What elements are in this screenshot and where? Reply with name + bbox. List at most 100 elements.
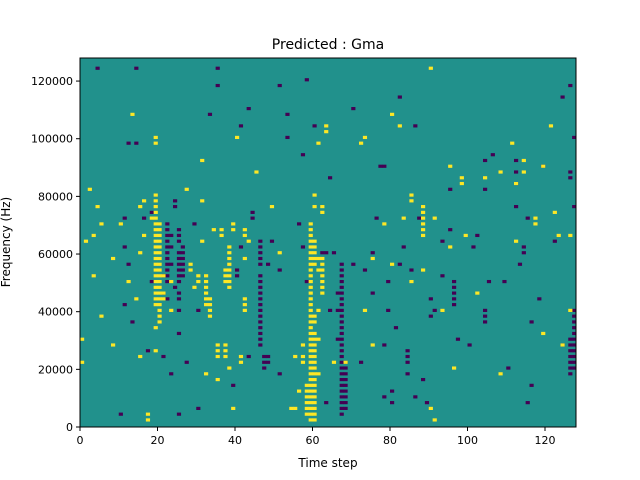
heatmap-cell-low xyxy=(207,112,213,116)
heatmap-cell-high xyxy=(207,297,213,301)
heatmap-cell-low xyxy=(397,95,402,99)
heatmap-cell-low xyxy=(277,268,282,272)
heatmap-cell-high xyxy=(308,279,313,284)
heatmap-cell-low xyxy=(370,291,375,295)
heatmap-cell-low xyxy=(118,412,123,416)
heatmap-cell-high xyxy=(196,274,201,278)
heatmap-cell-high xyxy=(238,354,244,359)
heatmap-cell-high xyxy=(153,210,158,214)
heatmap-cell-low xyxy=(572,308,577,312)
heatmap-cell-low xyxy=(320,251,325,255)
heatmap-cell-high xyxy=(308,291,313,295)
heatmap-cell-high xyxy=(157,256,162,261)
heatmap-cell-high xyxy=(320,262,325,266)
heatmap-cell-high xyxy=(308,343,313,347)
heatmap-cell-high xyxy=(153,216,158,220)
heatmap-cell-high xyxy=(308,320,313,324)
heatmap-cell-low xyxy=(196,406,201,410)
heatmap-cell-high xyxy=(324,124,329,128)
heatmap-cell-high xyxy=(207,314,213,318)
heatmap-cell-high xyxy=(204,297,209,301)
heatmap-cell-low xyxy=(215,83,220,88)
heatmap-cell-high xyxy=(142,233,147,238)
heatmap-cell-low xyxy=(335,337,340,341)
heatmap-cell-high xyxy=(308,331,313,336)
heatmap-cell-high xyxy=(370,343,375,347)
heatmap-cell-low xyxy=(149,279,154,284)
heatmap-cell-low xyxy=(483,320,488,324)
heatmap-cell-low xyxy=(514,170,519,174)
heatmap-cell-low xyxy=(343,389,348,393)
heatmap-cell-high xyxy=(204,303,209,307)
heatmap-cell-low xyxy=(145,349,151,353)
heatmap-cell-high xyxy=(200,239,205,243)
heatmap-cell-high xyxy=(204,372,209,376)
heatmap-cell-low xyxy=(502,279,507,284)
heatmap-cell-low xyxy=(180,274,185,278)
heatmap-cell-low xyxy=(517,262,523,266)
heatmap-cell-low xyxy=(568,349,573,353)
heatmap-cell-low xyxy=(165,274,170,278)
heatmap-cell-high xyxy=(231,406,236,410)
heatmap-cell-low xyxy=(529,383,534,387)
heatmap-cell-high xyxy=(153,205,158,209)
heatmap-cell-high xyxy=(552,210,557,214)
heatmap-cell-low xyxy=(343,383,348,387)
heatmap-cell-low xyxy=(424,401,430,405)
heatmap-cell-low xyxy=(339,337,344,341)
heatmap-cell-low xyxy=(490,153,495,157)
heatmap-cell-low xyxy=(339,279,344,284)
heatmap-cell-low xyxy=(258,279,263,284)
heatmap-cell-low xyxy=(525,216,530,220)
heatmap-cell-low xyxy=(339,285,344,289)
heatmap-cell-high xyxy=(312,205,317,209)
heatmap-cell-low xyxy=(374,216,379,220)
heatmap-cell-high xyxy=(432,418,437,422)
heatmap-cell-high xyxy=(153,268,158,272)
heatmap-cell-high xyxy=(312,245,317,249)
heatmap-cell-high xyxy=(161,291,166,295)
heatmap-cell-high xyxy=(316,141,321,145)
heatmap-cell-low xyxy=(351,107,356,111)
heatmap-cell-low xyxy=(568,176,573,180)
heatmap-cell-low xyxy=(572,314,577,318)
heatmap-cell-high xyxy=(304,401,309,405)
heatmap-cell-high xyxy=(111,256,116,261)
heatmap-cell-low xyxy=(339,372,344,376)
heatmap-cell-high xyxy=(227,256,232,261)
heatmap-cell-low xyxy=(262,360,267,364)
heatmap-cell-high xyxy=(312,383,317,387)
heatmap-cell-high xyxy=(316,256,321,261)
heatmap-cell-low xyxy=(165,256,170,261)
heatmap-cell-high xyxy=(320,274,325,278)
heatmap-cell-low xyxy=(339,377,344,382)
y-tick-label: 40000 xyxy=(38,306,73,319)
heatmap-cell-low xyxy=(258,274,263,278)
heatmap-cell-low xyxy=(568,366,573,370)
heatmap-cell-high xyxy=(138,205,143,209)
heatmap-cell-low xyxy=(161,354,166,359)
heatmap-cell-low xyxy=(351,262,356,266)
heatmap-cell-high xyxy=(568,233,573,238)
heatmap-cell-high xyxy=(157,222,162,226)
heatmap-cell-low xyxy=(173,199,178,203)
heatmap-cell-high xyxy=(277,251,282,255)
heatmap-cell-high xyxy=(459,181,464,186)
heatmap-cell-low xyxy=(343,401,348,405)
heatmap-cell-low xyxy=(572,331,577,336)
heatmap-cell-high xyxy=(312,193,317,197)
heatmap-cell-high xyxy=(312,256,317,261)
heatmap-cell-low xyxy=(258,337,263,341)
heatmap-cell-low xyxy=(343,372,348,376)
heatmap-cell-high xyxy=(99,314,104,318)
heatmap-cell-low xyxy=(176,268,182,272)
heatmap-cell-high xyxy=(157,303,162,307)
heatmap-cell-low xyxy=(339,331,344,336)
heatmap-cell-high xyxy=(157,285,162,289)
heatmap-cell-high xyxy=(312,389,317,393)
heatmap-cell-low xyxy=(483,308,488,312)
heatmap-cell-high xyxy=(153,193,158,197)
heatmap-cell-low xyxy=(568,170,573,174)
heatmap-cell-low xyxy=(328,308,333,312)
